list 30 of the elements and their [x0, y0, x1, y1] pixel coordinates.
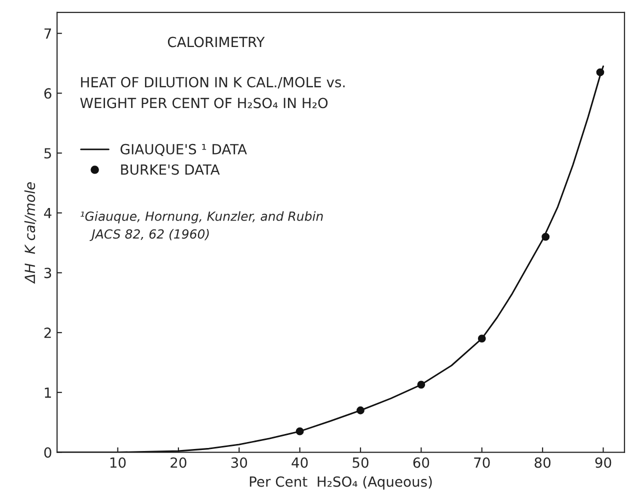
x-tick-label: 40 — [292, 457, 308, 468]
y-tick-label: 6 — [44, 88, 52, 99]
y-tick-label: 7 — [44, 28, 52, 39]
x-tick-label: 20 — [170, 457, 186, 468]
x-tick-label: 70 — [474, 457, 490, 468]
text: CALORIMETRY — [168, 36, 265, 48]
point — [417, 380, 426, 389]
y-tick-label: 3 — [44, 268, 52, 278]
y-tick-label: 0 — [44, 447, 52, 458]
y-axis-title: ΔH K cal/mole — [24, 182, 36, 284]
y-tick-label: 2 — [44, 328, 51, 338]
legend-label: GIAUQUE'S ¹ DATA — [120, 144, 247, 156]
annotation: ¹Giauque, Hornung, Kunzler, and Rubin JACS 82, 62 (1960) — [80, 211, 323, 242]
x-tick-label: 10 — [110, 457, 126, 468]
x-tick-label: 50 — [352, 457, 368, 468]
x-tick-label: 60 — [413, 457, 430, 468]
y-tick-label: 5 — [44, 148, 51, 159]
point — [542, 232, 550, 241]
x-axis-title: Per Cent H₂SO₄ (Aqueous) — [250, 476, 432, 490]
point — [296, 427, 304, 436]
x-tick-label: 90 — [595, 457, 612, 468]
point — [356, 406, 364, 414]
x-tick-label: 30 — [231, 457, 248, 468]
legend-label: BURKE'S DATA — [121, 164, 220, 175]
x-tick-label: 80 — [534, 457, 550, 468]
text: HEAT OF DILUTION IN K CAL./MOLE vs. WEIGHT PER CENT OF H₂SO₄ IN H₂O — [80, 76, 345, 108]
y-tick-label: 4 — [44, 208, 52, 218]
y-tick-label: 1 — [44, 388, 51, 398]
point — [596, 68, 604, 76]
point — [478, 334, 486, 343]
